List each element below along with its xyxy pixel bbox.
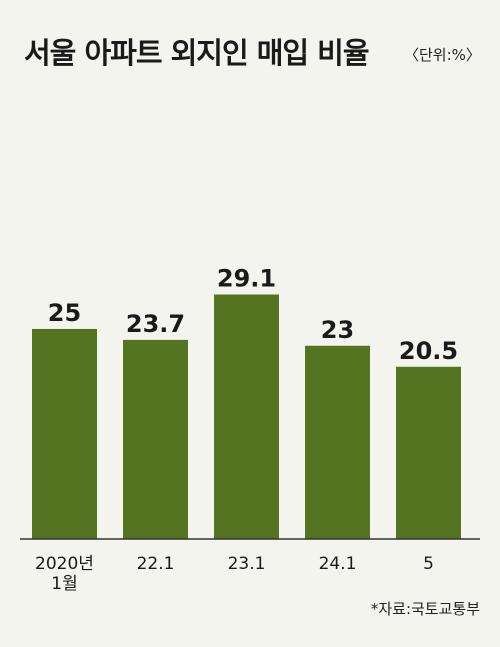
bars-group (32, 294, 461, 539)
bar-1 (32, 328, 97, 539)
value-label-1: 25 (48, 299, 81, 327)
x-tick-label-1-line-1: 2020년 (35, 554, 94, 574)
value-labels-group: 25 23.7 29.1 23 20.5 (48, 265, 458, 365)
unit-label: 〈단위:%〉 (404, 46, 481, 64)
x-tick-label-1-line-2: 1월 (51, 574, 77, 594)
bar-2 (123, 339, 188, 539)
value-label-2: 23.7 (126, 310, 185, 338)
bar-3 (214, 294, 279, 539)
bar-5 (396, 366, 461, 539)
x-tick-label-2: 22.1 (137, 554, 175, 574)
value-label-5: 20.5 (399, 337, 458, 365)
value-label-4: 23 (321, 316, 354, 344)
x-tick-label-4: 24.1 (319, 554, 357, 574)
bar-4 (305, 345, 370, 539)
value-label-3: 29.1 (217, 265, 276, 293)
x-tick-label-5: 5 (423, 554, 434, 574)
source-note: *자료:국토교통부 (370, 600, 480, 618)
x-tick-label-3: 23.1 (228, 554, 266, 574)
chart-title: 서울 아파트 외지인 매입 비율 (24, 36, 370, 70)
